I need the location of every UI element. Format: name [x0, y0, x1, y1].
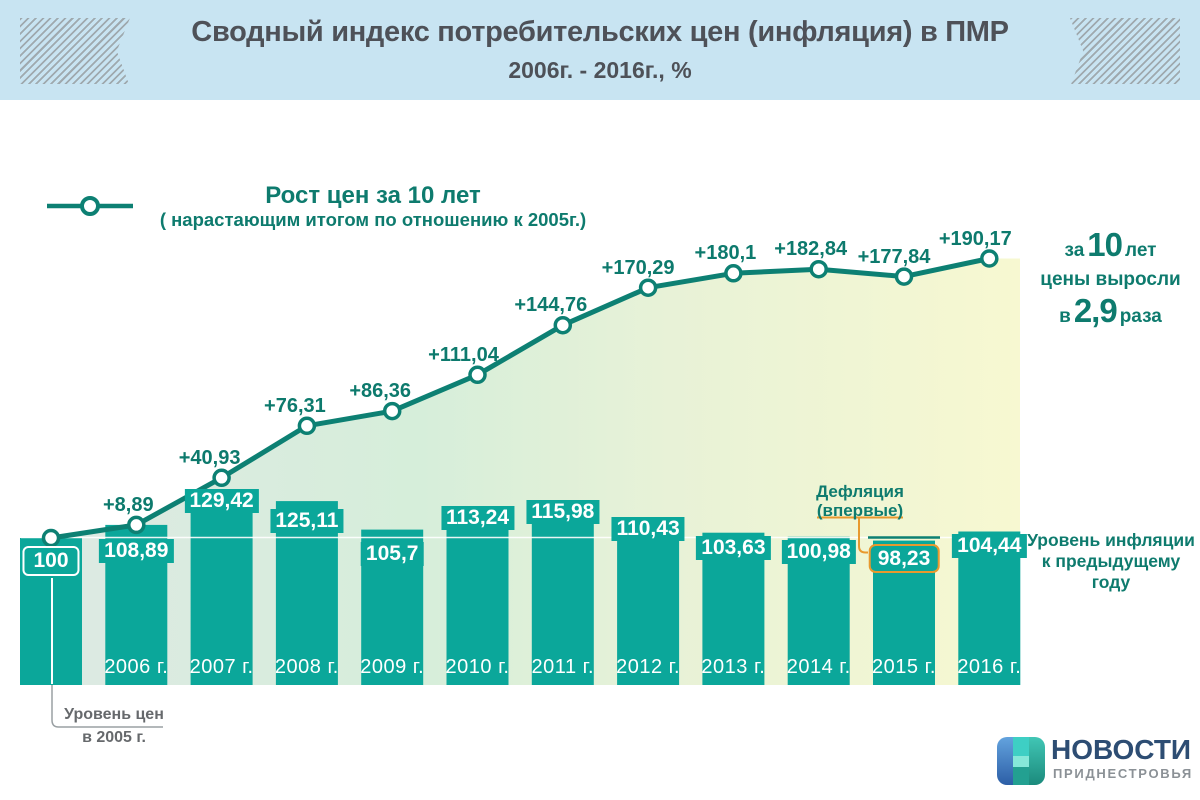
bar-2016 [958, 531, 1021, 685]
marker-2005 [41, 528, 61, 548]
legend-subtitle: ( нарастающим итогом по отношению к 2005… [159, 209, 587, 230]
bar-2012 [617, 522, 680, 685]
bar-2009 [361, 529, 424, 685]
marker-2006 [127, 515, 146, 535]
hatch-decoration-right-icon [1070, 18, 1180, 84]
page-subtitle: 2006г. - 2016г., % [508, 57, 692, 83]
bar-2014 [787, 536, 850, 685]
news-pridnestrovie-logo-icon [997, 737, 1045, 785]
marker-2011 [553, 315, 573, 335]
legend-title: Рост цен за 10 лет [265, 182, 481, 209]
bar-2013 [702, 532, 765, 685]
marker-2013 [724, 264, 743, 283]
marker-2016 [980, 249, 999, 268]
base-note-connector [51, 685, 163, 728]
trend-line [48, 256, 992, 541]
logo-subtitle: ПРИДНЕСТРОВЬЯ [1053, 766, 1193, 781]
bar-2010 [446, 518, 509, 685]
marker-2007 [212, 468, 231, 488]
line-series-marker-icon [47, 196, 133, 216]
bar-2015 [873, 540, 935, 685]
hatch-decoration-left-icon [20, 18, 130, 84]
marker-2012 [638, 278, 658, 297]
marker-2008 [297, 416, 317, 436]
bar-2008 [275, 501, 338, 685]
header: Сводный индекс потребительских цен (инфл… [0, 0, 1200, 100]
marker-2015 [894, 267, 914, 286]
page-title: Сводный индекс потребительских цен (инфл… [191, 16, 1009, 48]
bar-2006 [105, 524, 168, 685]
logo-title: НОВОСТИ [1051, 734, 1192, 765]
bar-2011 [531, 514, 594, 685]
marker-2009 [382, 401, 402, 421]
bar-2007 [190, 494, 253, 685]
deflation-connector [858, 517, 868, 554]
marker-2014 [809, 259, 828, 279]
marker-2010 [468, 365, 487, 385]
legend: Рост цен за 10 лет ( нарастающим итогом … [140, 182, 606, 231]
